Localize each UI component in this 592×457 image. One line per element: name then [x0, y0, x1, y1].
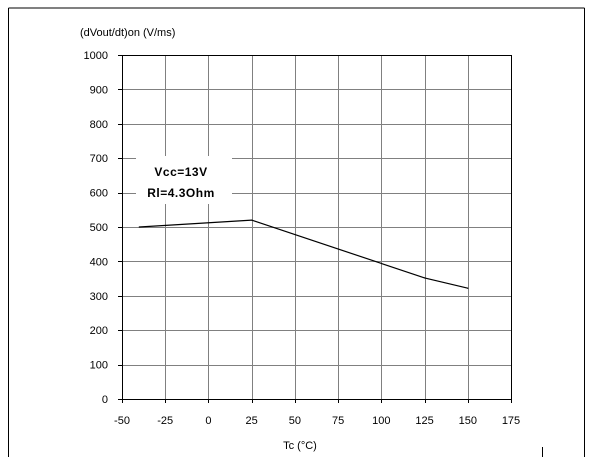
data-point — [423, 277, 426, 279]
y-tick-label: 700 — [90, 153, 108, 165]
y-tick-labels: 0 100 200 300 400 500 600 700 800 900 1000 — [84, 50, 108, 406]
x-tick-label: 125 — [415, 415, 433, 427]
y-tick-label: 800 — [90, 119, 108, 131]
y-tick-label: 1000 — [84, 50, 108, 62]
x-tick-labels: -50 -25 0 25 50 75 100 125 150 175 — [114, 415, 520, 427]
x-tick-label: 50 — [289, 415, 301, 427]
y-tick-label: 200 — [90, 325, 108, 337]
x-tick-label: 100 — [372, 415, 390, 427]
y-tick-label: 0 — [102, 394, 108, 406]
x-tick-label: 175 — [502, 415, 520, 427]
y-tick-label: 500 — [90, 222, 108, 234]
x-tick-label: 150 — [459, 415, 477, 427]
data-point — [467, 287, 469, 289]
data-point — [251, 219, 253, 221]
x-tick-label: 75 — [332, 415, 344, 427]
annotation-line-2: Rl=4.3Ohm — [147, 186, 215, 200]
annotation-line-1: Vcc=13V — [154, 165, 207, 179]
plot-area-border — [122, 55, 512, 400]
plot-frame — [118, 55, 512, 403]
x-tick-label: -50 — [114, 415, 130, 427]
x-tick-label: 25 — [246, 415, 258, 427]
x-axis-label: Tc (°C) — [283, 440, 317, 452]
x-tick-label: 0 — [205, 415, 211, 427]
y-tick-label: 300 — [90, 291, 108, 303]
series-line — [139, 219, 468, 289]
grid — [122, 55, 511, 399]
y-tick-label: 400 — [90, 256, 108, 268]
y-tick-label: 900 — [90, 84, 108, 96]
y-axis-label: (dVout/dt)on (V/ms) — [80, 27, 175, 39]
data-point — [138, 226, 140, 228]
x-tick-label: -25 — [157, 415, 173, 427]
series-group — [138, 219, 469, 289]
annotation-box — [136, 156, 232, 204]
y-tick-label: 100 — [90, 360, 108, 372]
y-tick-label: 600 — [90, 188, 108, 200]
